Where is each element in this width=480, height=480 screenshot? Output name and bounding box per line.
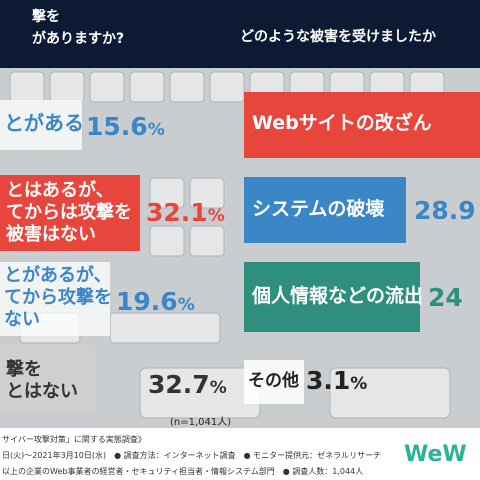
left-bar-1 bbox=[0, 100, 82, 150]
right-bar-2 bbox=[244, 177, 406, 243]
left-label-3b: てから攻撃を bbox=[4, 287, 112, 308]
left-label-1: とがある bbox=[4, 111, 84, 135]
left-label-2b: てからは攻撃を bbox=[6, 202, 132, 223]
right-bar-1 bbox=[244, 92, 480, 158]
right-value-2: 28.9 bbox=[414, 196, 476, 225]
left-question-line2: がありますか? bbox=[32, 31, 125, 47]
left-value-1: 15.6% bbox=[86, 112, 165, 141]
footer-line2: 日(火)～2021年3月10日(水) ● 調査方法：インターネット調査 ● モニ… bbox=[2, 451, 382, 460]
left-bar-2 bbox=[0, 175, 140, 251]
right-value-4: 3.1% bbox=[306, 366, 368, 395]
left-value-2: 32.1% bbox=[146, 198, 225, 227]
left-question-line1: 撃を bbox=[32, 9, 60, 25]
sample-size-note: (n=1,041人) bbox=[170, 417, 232, 428]
header-band bbox=[0, 0, 480, 68]
footer-line1: サイバー攻撃対策」に関する実態調査》 bbox=[2, 435, 146, 444]
left-value-4: 32.7% bbox=[148, 370, 227, 399]
right-bar-3 bbox=[244, 262, 420, 332]
right-label-4: その他 bbox=[248, 371, 299, 391]
left-label-3a: とがあるが、 bbox=[4, 265, 112, 286]
right-label-1: Webサイトの改ざん bbox=[252, 112, 432, 134]
right-label-3: 個人情報などの流出 bbox=[252, 285, 424, 307]
right-question-title: どのような被害を受けましたか bbox=[240, 29, 436, 45]
logo: WeW bbox=[404, 442, 467, 467]
left-label-4a: 撃を bbox=[6, 359, 42, 380]
footer bbox=[0, 428, 480, 480]
left-label-3c: ない bbox=[4, 309, 40, 330]
left-label-2a: とはあるが、 bbox=[6, 180, 114, 201]
left-bar-4 bbox=[0, 345, 95, 411]
left-label-2c: 被害はない bbox=[6, 224, 96, 245]
right-label-2: システムの破壊 bbox=[252, 198, 385, 220]
left-value-3: 19.6% bbox=[116, 287, 195, 316]
left-bar-3 bbox=[0, 262, 110, 336]
right-value-3: 24 bbox=[428, 283, 463, 312]
right-bar-4 bbox=[244, 360, 304, 404]
footer-line3: 以上の企業のWeb事業者の経営者・セキュリティ担当者・情報システム部門 ● 調査… bbox=[2, 467, 364, 476]
left-label-4b: とはない bbox=[6, 381, 78, 402]
